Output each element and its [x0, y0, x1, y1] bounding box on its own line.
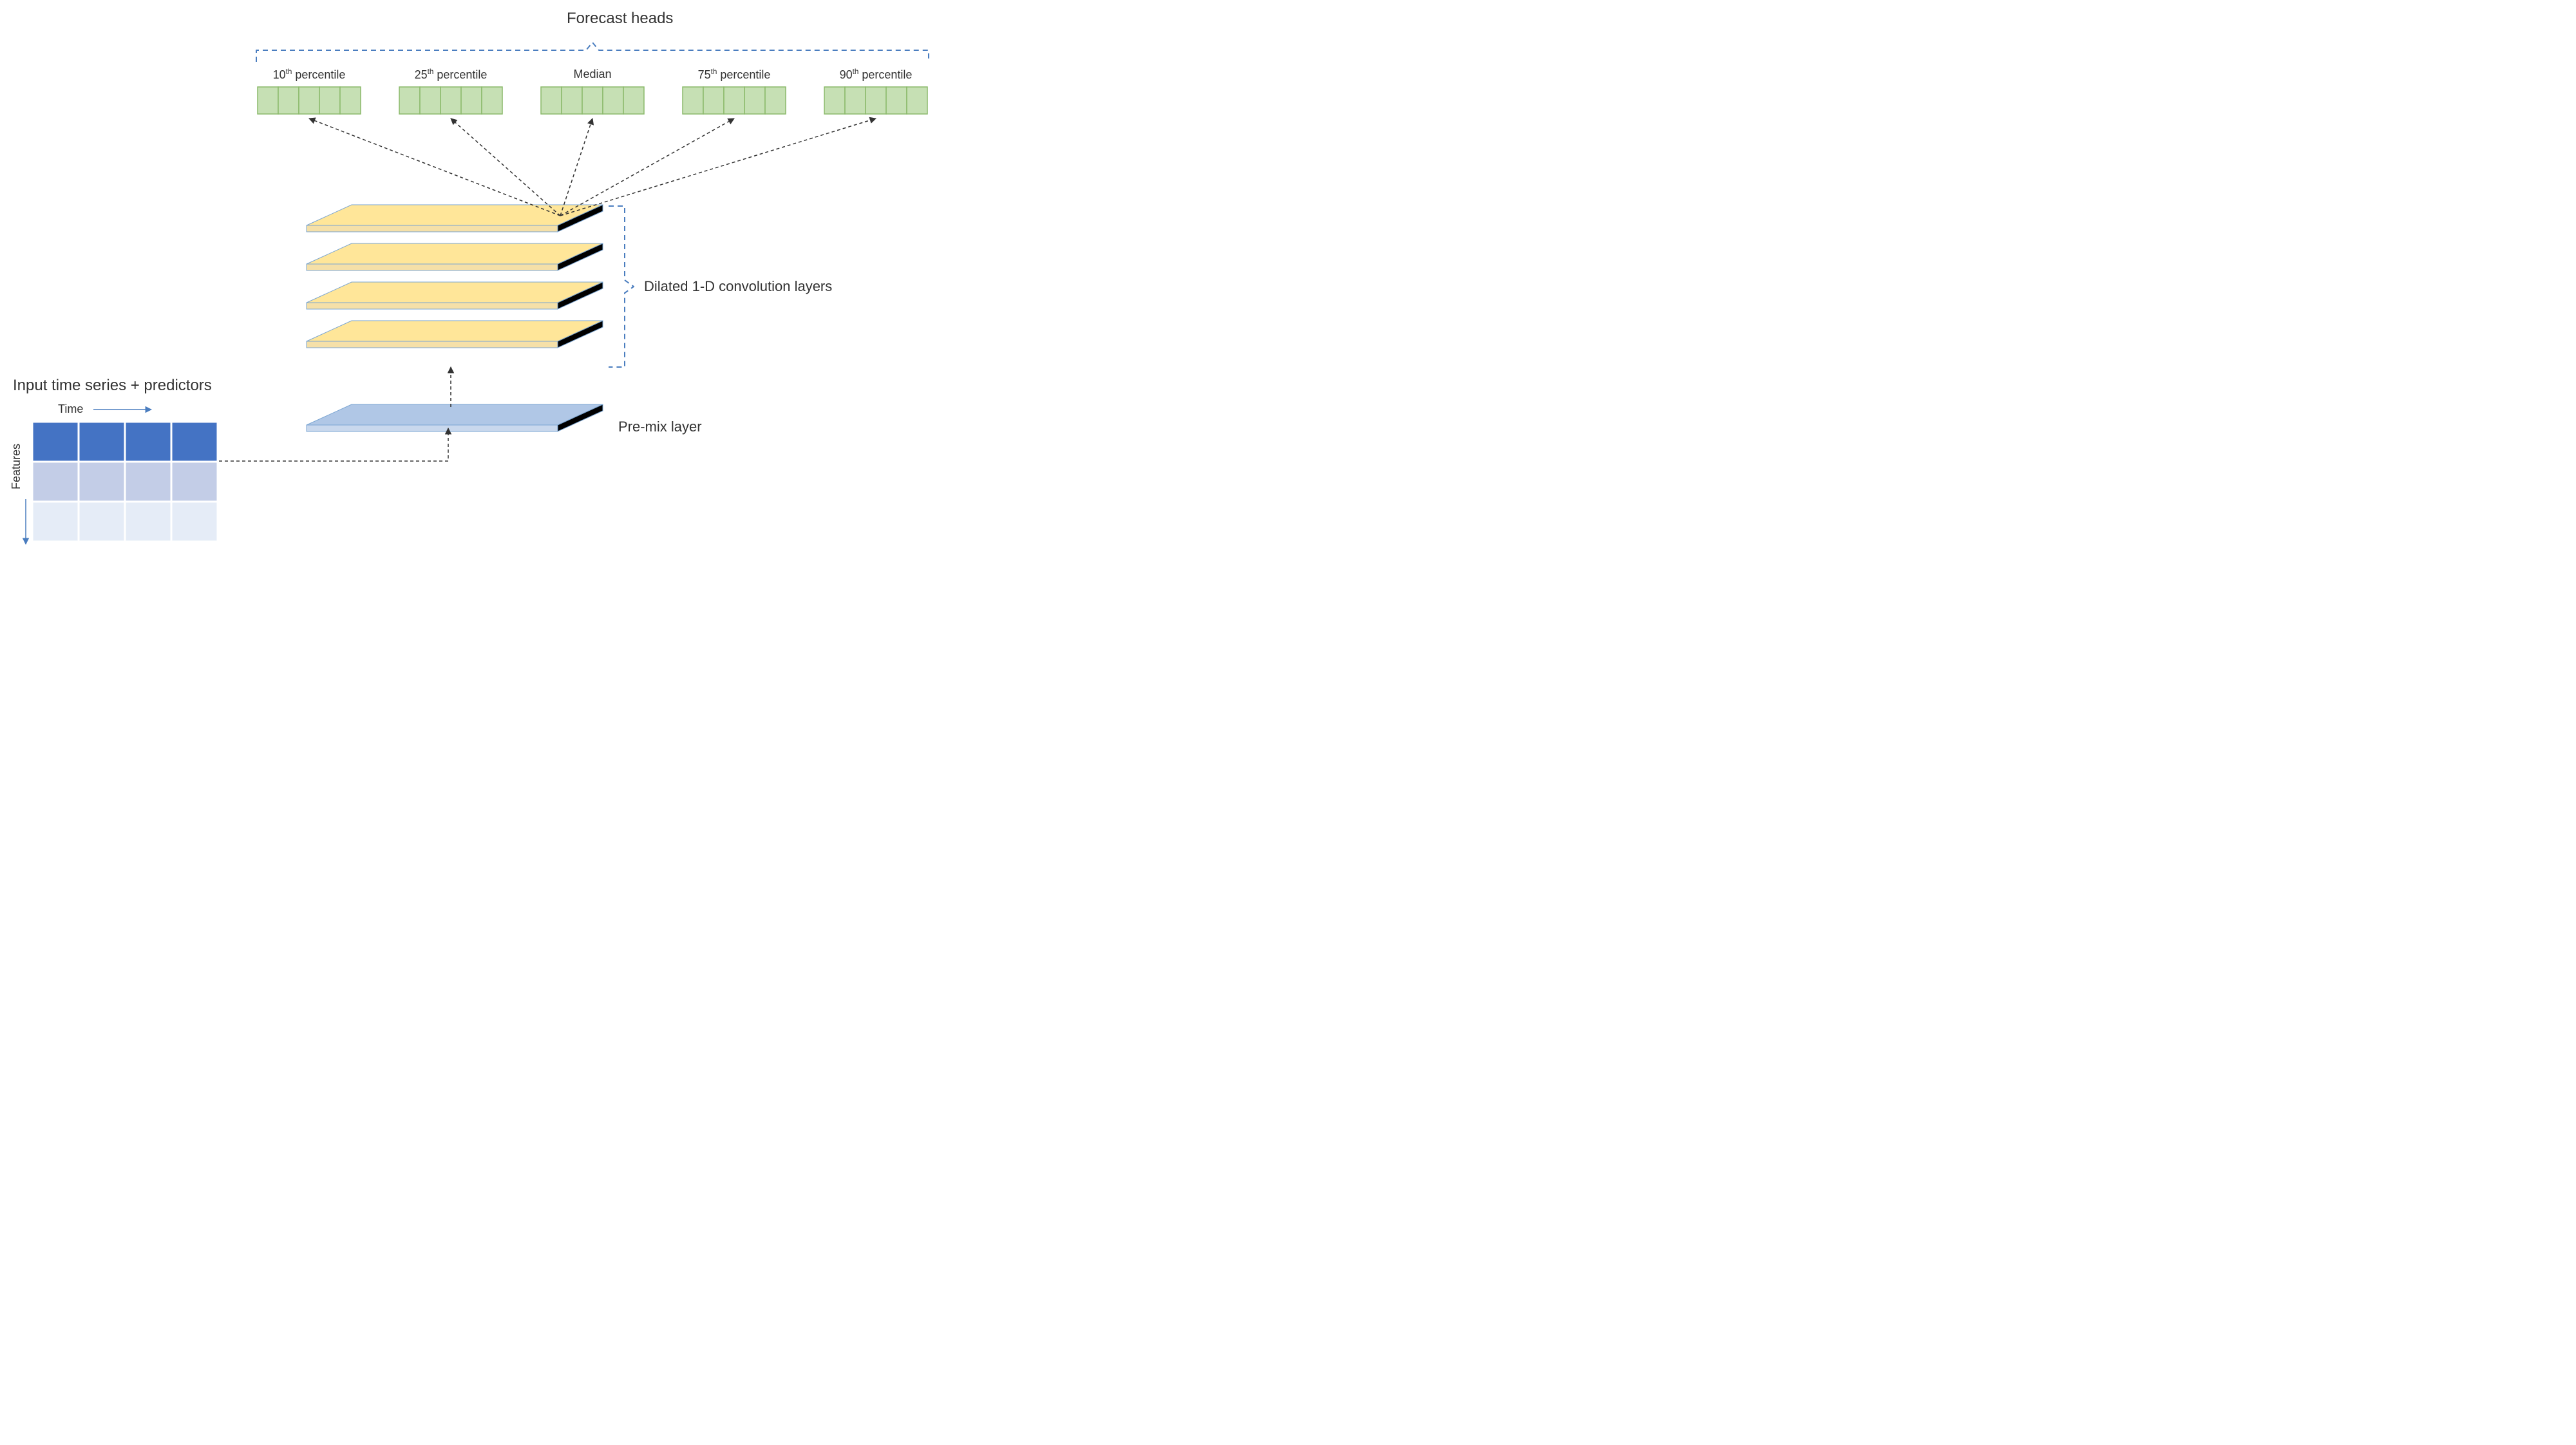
head-label-75th: 75th percentile: [683, 68, 786, 82]
forecast-heads-title: Forecast heads: [567, 10, 673, 28]
time-axis-label: Time: [58, 402, 83, 416]
input-section-title: Input time series + predictors: [13, 377, 212, 395]
premix-layer-label: Pre-mix layer: [618, 419, 702, 435]
architecture-diagram: [0, 0, 992, 556]
head-label-median: Median: [541, 68, 644, 81]
conv-layers-label: Dilated 1-D convolution layers: [644, 278, 832, 295]
head-label-90th: 90th percentile: [824, 68, 927, 82]
head-label-25th: 25th percentile: [399, 68, 502, 82]
head-label-10th: 10th percentile: [258, 68, 361, 82]
features-axis-label: Features: [10, 444, 23, 489]
